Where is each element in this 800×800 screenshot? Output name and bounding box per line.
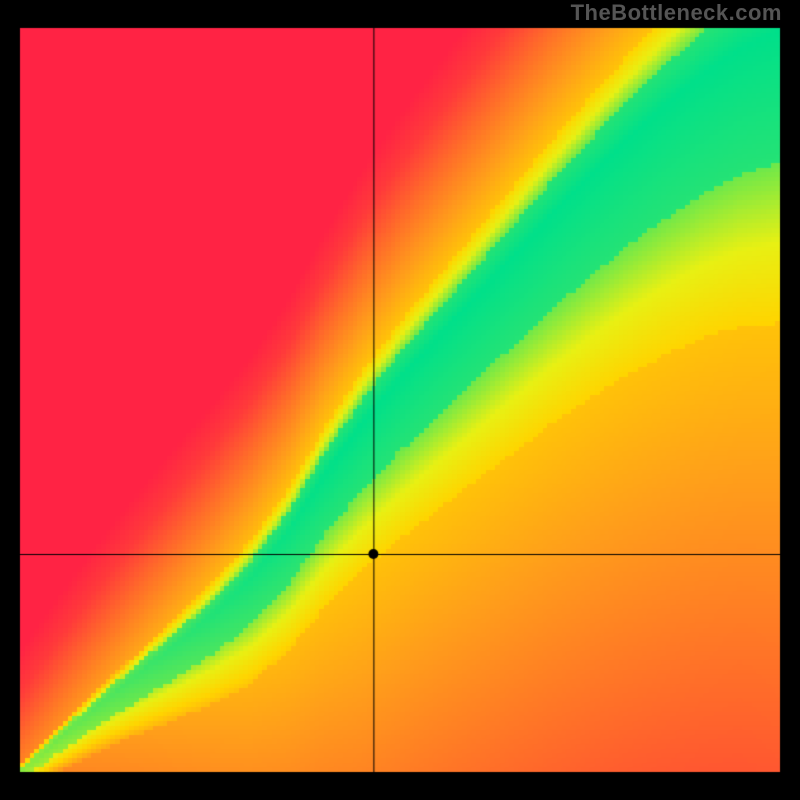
watermark-label: TheBottleneck.com (571, 0, 782, 26)
bottleneck-heatmap (0, 0, 800, 800)
